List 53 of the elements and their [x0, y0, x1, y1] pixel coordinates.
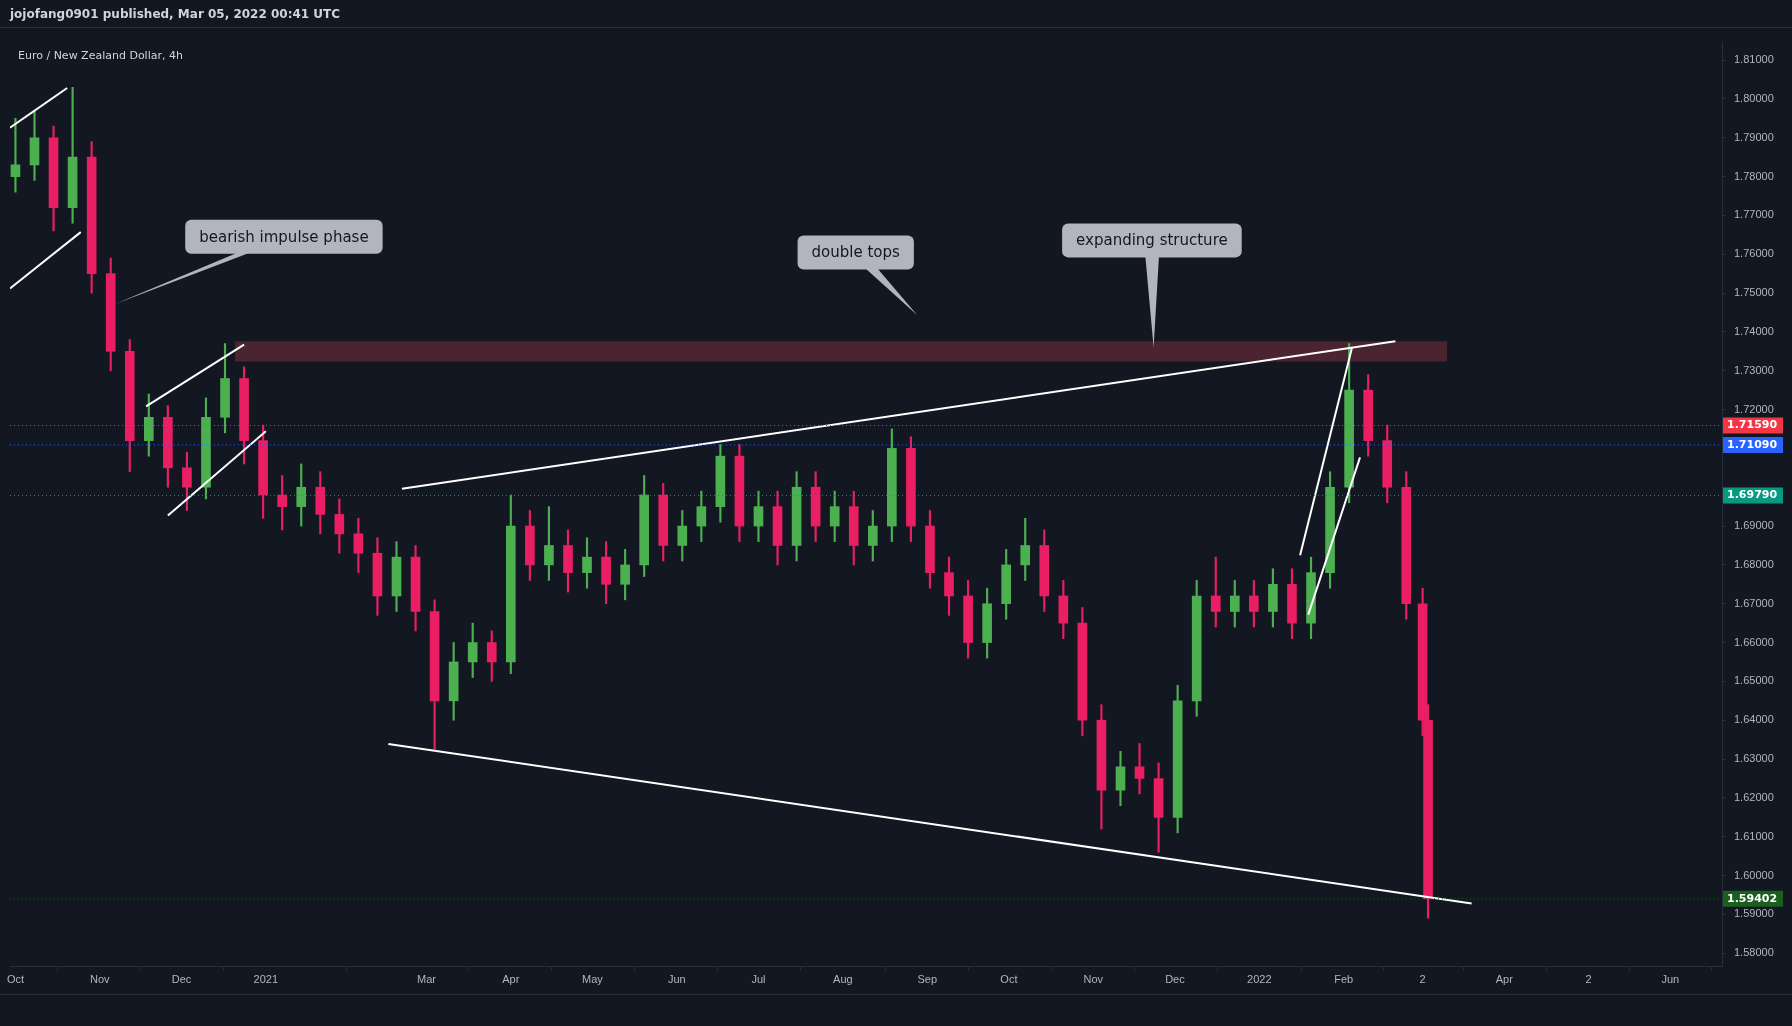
- y-tick-label: 1.74000: [1734, 324, 1774, 337]
- y-tick-label: 1.73000: [1734, 363, 1774, 376]
- x-tick-label: Dec: [1165, 973, 1186, 986]
- speech-bubble: expanding structure: [1062, 223, 1242, 348]
- ref-line-label: 1.71590: [1727, 418, 1778, 432]
- y-tick-label: 1.76000: [1734, 247, 1774, 260]
- annotation: bearish impulse phase: [199, 227, 369, 246]
- annotation: double tops: [811, 243, 901, 262]
- text: Euro / New Zealand Dollar, 4h: [18, 48, 183, 62]
- y-tick-label: 1.81000: [1734, 53, 1774, 66]
- x-tick-label: 2: [1585, 973, 1592, 986]
- x-tick-label: Apr: [502, 973, 520, 986]
- y-tick-label: 1.66000: [1734, 635, 1774, 648]
- speech-bubble: double tops: [797, 235, 918, 316]
- x-tick-label: Mar: [416, 973, 437, 986]
- x-tick-label: Jun: [667, 973, 686, 986]
- y-tick-label: 1.78000: [1734, 169, 1774, 182]
- y-tick-label: 1.69000: [1734, 519, 1774, 532]
- ref-line-label: 1.71090: [1727, 437, 1778, 451]
- x-tick-label: 2: [1419, 973, 1426, 986]
- y-tick-label: 1.63000: [1734, 752, 1774, 765]
- x-tick-label: Aug: [833, 973, 853, 986]
- y-tick-label: 1.79000: [1734, 130, 1774, 143]
- x-tick-label: Sep: [917, 973, 938, 986]
- y-tick-label: 1.62000: [1734, 790, 1774, 803]
- x-tick-label: 2021: [253, 973, 279, 986]
- x-tick-label: Nov: [90, 973, 111, 986]
- annotation: expanding structure: [1076, 231, 1228, 250]
- y-tick-label: 1.80000: [1734, 91, 1774, 104]
- x-tick-label: Apr: [1495, 973, 1514, 986]
- x-tick-label: Feb: [1334, 973, 1354, 986]
- y-tick-label: 1.67000: [1734, 596, 1774, 609]
- ref-line-label: 1.59402: [1727, 891, 1778, 905]
- y-tick-label: 1.64000: [1734, 713, 1774, 726]
- x-tick-label: Jun: [1661, 973, 1680, 986]
- x-tick-label: Oct: [1000, 973, 1018, 986]
- x-tick-label: Dec: [171, 973, 192, 986]
- y-tick-label: 1.61000: [1734, 829, 1774, 842]
- chart-subtitle: jojofang0901 published, Mar 05, 2022 00:41 UTC: [0, 0, 1792, 28]
- y-tick-label: 1.60000: [1734, 868, 1774, 881]
- x-tick-label: Jul: [751, 973, 766, 986]
- x-tick-label: 2022: [1247, 973, 1272, 986]
- y-tick-label: 1.65000: [1734, 674, 1774, 687]
- x-tick-label: Oct: [6, 973, 25, 986]
- y-tick-label: 1.59000: [1734, 907, 1774, 920]
- y-tick-label: 1.77000: [1734, 208, 1774, 221]
- y-tick-label: 1.68000: [1734, 557, 1774, 570]
- x-tick-label: Nov: [1083, 973, 1104, 986]
- x-tick-label: May: [582, 973, 604, 986]
- y-tick-label: 1.72000: [1734, 402, 1774, 415]
- y-tick-label: 1.75000: [1734, 286, 1774, 299]
- ref-line-label: 1.69790: [1727, 488, 1778, 502]
- y-tick-label: 1.58000: [1734, 946, 1774, 959]
